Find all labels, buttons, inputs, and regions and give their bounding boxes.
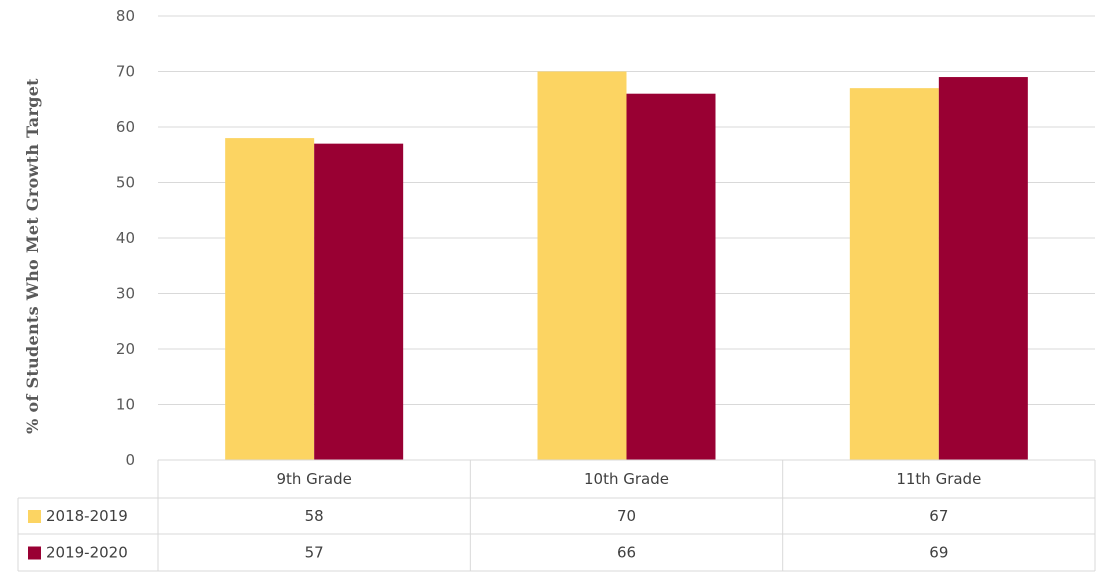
data-label: 57 <box>305 544 324 562</box>
data-label: 69 <box>929 544 948 562</box>
y-tick-label: 30 <box>116 285 135 303</box>
y-tick-label: 70 <box>116 63 135 81</box>
x-tick-label: 10th Grade <box>584 470 669 488</box>
y-tick-label: 0 <box>125 451 135 469</box>
y-tick-label: 60 <box>116 118 135 136</box>
y-axis-label: % of Students Who Met Growth Target <box>23 78 42 434</box>
data-label: 58 <box>305 507 324 525</box>
y-tick-label: 40 <box>116 229 135 247</box>
bars <box>225 71 1028 461</box>
bar-2019-2020-9th-grade <box>314 143 404 460</box>
bar-2018-2019-10th-grade <box>537 71 627 460</box>
data-label: 66 <box>617 544 636 562</box>
y-tick-label: 80 <box>116 7 135 25</box>
legend-swatch <box>28 510 41 523</box>
y-axis-ticks: 0 10 20 30 40 50 60 70 80 <box>116 7 135 469</box>
bar-2018-2019-9th-grade <box>225 138 315 460</box>
x-tick-label: 11th Grade <box>896 470 981 488</box>
bar-2019-2020-10th-grade <box>626 93 716 460</box>
bar-2018-2019-11th-grade <box>849 88 939 461</box>
data-label: 70 <box>617 507 636 525</box>
data-table: 9th Grade 10th Grade 11th Grade 2018-2019 58… <box>17 459 1096 572</box>
legend-label: 2018-2019 <box>46 507 128 525</box>
y-tick-label: 20 <box>116 340 135 358</box>
x-tick-label: 9th Grade <box>276 470 351 488</box>
bar-2019-2020-11th-grade <box>938 77 1028 461</box>
y-tick-label: 50 <box>116 174 135 192</box>
legend-label: 2019-2020 <box>46 544 128 562</box>
y-tick-label: 10 <box>116 396 135 414</box>
data-label: 67 <box>929 507 948 525</box>
legend-swatch <box>28 546 41 560</box>
